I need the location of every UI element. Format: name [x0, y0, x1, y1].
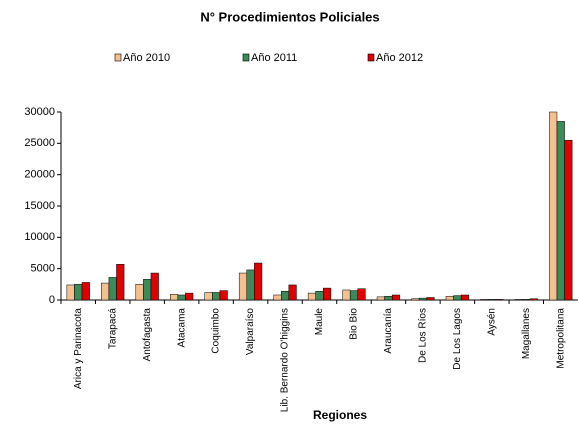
- bar: [323, 287, 332, 301]
- y-tick-label: 10000: [24, 231, 55, 243]
- bar: [212, 292, 221, 301]
- y-tick-label: 20000: [24, 169, 55, 181]
- bar: [391, 294, 401, 301]
- bar: [135, 284, 144, 301]
- x-tick-label: Valparaíso: [245, 308, 256, 356]
- bar: [185, 292, 194, 301]
- bar: [529, 298, 538, 301]
- y-tick-label: 0: [49, 294, 55, 306]
- x-tick-label: Bio Bio: [349, 308, 360, 340]
- bar: [426, 297, 435, 301]
- bar: [411, 298, 420, 301]
- bar: [116, 264, 125, 301]
- bar: [315, 290, 324, 301]
- legend-swatch: [367, 53, 375, 62]
- x-axis-title: Regiones: [313, 408, 367, 422]
- bar: [254, 262, 263, 301]
- x-tick-label: Tarapacá: [107, 308, 118, 350]
- legend-label: Año 2011: [251, 52, 297, 64]
- bar: [556, 121, 565, 301]
- bar: [288, 284, 297, 301]
- x-tick-label: Metropolitana: [555, 308, 566, 369]
- x-tick-label: Magallanes: [521, 308, 532, 359]
- legend-label: Año 2012: [376, 52, 423, 64]
- legend-swatch: [242, 53, 250, 62]
- x-tick-label: De Los Lagos: [452, 308, 463, 370]
- legend-swatch: [114, 53, 122, 62]
- bar: [564, 139, 573, 301]
- x-tick-label: Maule: [314, 308, 325, 336]
- bar: [108, 277, 117, 301]
- bar: [342, 289, 351, 301]
- bar: [143, 279, 152, 301]
- bar: [219, 290, 228, 301]
- chart-title: N° Procedimientos Policiales: [200, 9, 379, 24]
- x-tick-label: Atacama: [176, 308, 187, 348]
- bar: [549, 111, 558, 301]
- bar: [357, 288, 366, 301]
- bar: [66, 284, 75, 301]
- bar: [101, 282, 110, 301]
- bar: [246, 269, 255, 301]
- bar: [384, 295, 393, 301]
- bar: [460, 294, 469, 301]
- bar: [487, 299, 496, 301]
- bar: [307, 292, 316, 301]
- bar: [273, 294, 282, 301]
- bar: [204, 292, 213, 301]
- y-tick-label: 5000: [31, 263, 55, 275]
- bar: [480, 299, 489, 301]
- bar: [495, 299, 504, 301]
- bar: [238, 272, 248, 301]
- bar: [453, 295, 462, 301]
- x-tick-label: Antofagasta: [142, 308, 153, 362]
- bar: [349, 290, 359, 301]
- x-tick-label: Araucanía: [383, 308, 394, 354]
- bar: [418, 297, 427, 301]
- legend-label: Año 2010: [123, 52, 170, 64]
- bar: [514, 299, 523, 301]
- bar: [522, 299, 531, 301]
- y-tick-label: 25000: [24, 137, 55, 149]
- bar: [150, 272, 159, 301]
- x-tick-label: Aysén: [486, 308, 497, 336]
- x-tick-label: Arica y Parinacota: [73, 308, 84, 390]
- bar: [177, 294, 186, 301]
- bar: [280, 290, 290, 301]
- bar: [445, 295, 454, 301]
- bar: [170, 294, 179, 301]
- x-tick-label: De Los Ríos: [418, 308, 429, 363]
- bar: [74, 284, 83, 301]
- y-tick-label: 15000: [24, 200, 55, 212]
- bar: [376, 296, 385, 301]
- bar: [81, 282, 90, 301]
- x-tick-label: Coquimbo: [211, 308, 222, 354]
- y-tick-label: 30000: [24, 106, 55, 118]
- x-tick-label: Lib. Bernardo O'higgins: [280, 308, 291, 412]
